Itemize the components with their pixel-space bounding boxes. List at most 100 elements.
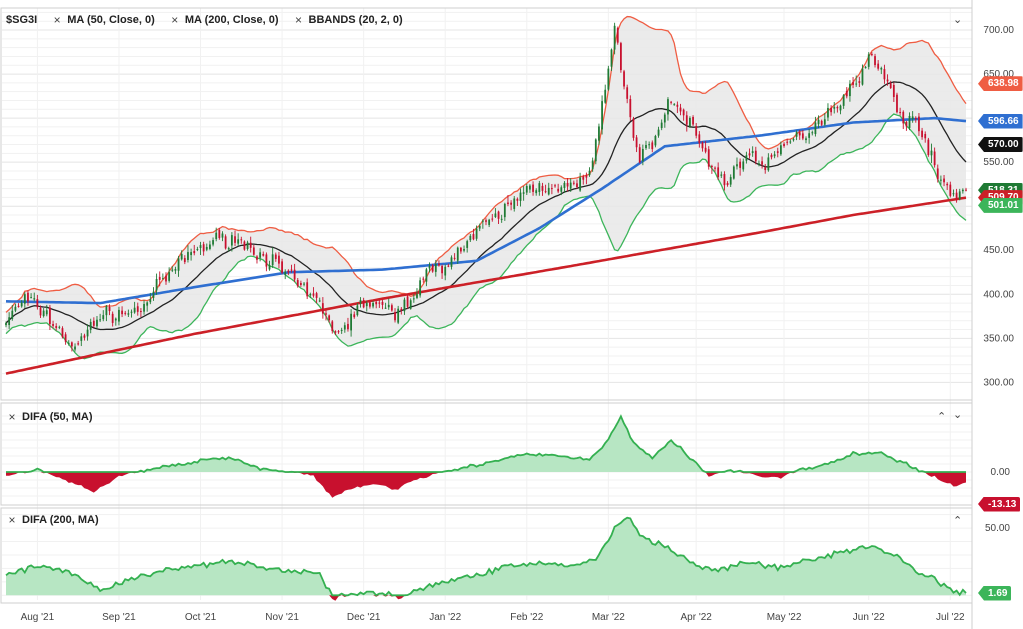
candle-body — [701, 142, 704, 149]
candle-body — [456, 247, 459, 261]
candle-body — [337, 331, 340, 333]
close-difa200-icon[interactable]: × — [8, 513, 16, 527]
candle-body — [924, 133, 927, 139]
close-ma200-icon[interactable]: × — [171, 13, 179, 27]
candle-body — [92, 320, 95, 326]
legend-ma50: × MA (50, Close, 0) — [51, 13, 155, 27]
candle-body — [692, 116, 694, 125]
candle-body — [246, 242, 249, 249]
close-bbands-icon[interactable]: × — [295, 13, 303, 27]
candle-body — [114, 318, 117, 321]
candle-body — [381, 301, 384, 305]
candle-body — [334, 331, 337, 333]
candle-body — [243, 241, 246, 250]
candle-body — [572, 182, 575, 184]
candle-body — [723, 174, 726, 186]
candle-body — [431, 265, 434, 272]
candle-body — [168, 272, 171, 281]
candle-body — [541, 185, 544, 191]
candle-body — [761, 161, 763, 165]
candle-body — [685, 115, 688, 125]
difa-negative-area — [6, 595, 966, 601]
candle-body — [463, 248, 465, 251]
difa50-legend: × DIFA (50, MA) — [6, 410, 92, 424]
move-up-icon[interactable]: ⌃ — [937, 411, 947, 423]
candle-body — [55, 326, 58, 328]
candle-body — [820, 120, 823, 125]
candle-body — [657, 129, 660, 136]
candle-body — [96, 319, 98, 327]
candle-body — [689, 117, 691, 127]
candle-body — [892, 84, 895, 97]
candle-body — [318, 300, 321, 302]
candle-body — [538, 183, 541, 192]
candle-body — [397, 308, 400, 323]
ma50-path — [5, 116, 967, 305]
candle-body — [347, 323, 349, 330]
candle-body — [579, 177, 582, 191]
candle-body — [249, 242, 252, 248]
candle-body — [180, 253, 183, 260]
candle-body — [58, 326, 61, 328]
ma200-path — [5, 196, 967, 375]
candle-body — [472, 234, 475, 240]
candle-body — [23, 294, 26, 304]
candle-body — [205, 246, 208, 250]
difa50-area — [6, 414, 966, 498]
candle-body — [362, 300, 365, 308]
candle-body — [861, 68, 864, 85]
candle-body — [403, 299, 406, 312]
candle-body — [419, 280, 422, 296]
candle-body — [930, 150, 933, 156]
x-tick-label: Jun '22 — [853, 612, 885, 623]
move-up-icon-2[interactable]: ⌃ — [953, 515, 963, 527]
candle-body — [560, 187, 563, 192]
candle-body — [146, 302, 149, 306]
candle-body — [679, 107, 682, 112]
candle-body — [378, 302, 381, 304]
candle-body — [256, 256, 258, 260]
candle-body — [127, 313, 130, 315]
candle-body — [227, 248, 230, 250]
candle-body — [798, 132, 801, 136]
candle-body — [764, 167, 767, 171]
candle-body — [500, 218, 503, 220]
candle-body — [877, 63, 880, 69]
candle-body — [525, 186, 528, 193]
candle-body — [670, 101, 672, 103]
candle-body — [842, 95, 845, 106]
candle-body — [409, 300, 412, 309]
candle-body — [140, 311, 142, 313]
candle-body — [86, 329, 89, 337]
candle-body — [513, 198, 516, 209]
candle-body — [899, 112, 902, 114]
candle-body — [469, 235, 472, 241]
candle-body — [425, 269, 428, 282]
candle-body — [563, 182, 566, 188]
legend-ma50-label: MA (50, Close, 0) — [67, 14, 155, 26]
candle-body — [8, 317, 11, 326]
candle-body — [726, 183, 729, 185]
candle-body — [921, 130, 923, 138]
candle-body — [833, 106, 836, 109]
x-tick-label: Mar '22 — [592, 612, 625, 623]
chevron-down-icon[interactable]: ⌄ — [953, 14, 963, 26]
candle-body — [74, 346, 76, 350]
candle-body — [359, 300, 362, 304]
candle-body — [676, 104, 679, 107]
candle-body — [817, 119, 820, 125]
candle-body — [742, 161, 745, 170]
candle-body — [629, 99, 632, 118]
candle-body — [438, 263, 440, 266]
candle-body — [751, 151, 754, 154]
candle-body — [908, 115, 911, 128]
close-ma50-icon[interactable]: × — [53, 13, 61, 27]
difa-positive-area — [6, 517, 966, 596]
candle-body — [682, 109, 685, 116]
legend-ma200-label: MA (200, Close, 0) — [184, 14, 279, 26]
move-down-icon[interactable]: ⌄ — [953, 409, 963, 421]
close-difa50-icon[interactable]: × — [8, 410, 16, 424]
pane-frame — [0, 7, 973, 401]
x-tick-label: Oct '21 — [185, 612, 217, 623]
